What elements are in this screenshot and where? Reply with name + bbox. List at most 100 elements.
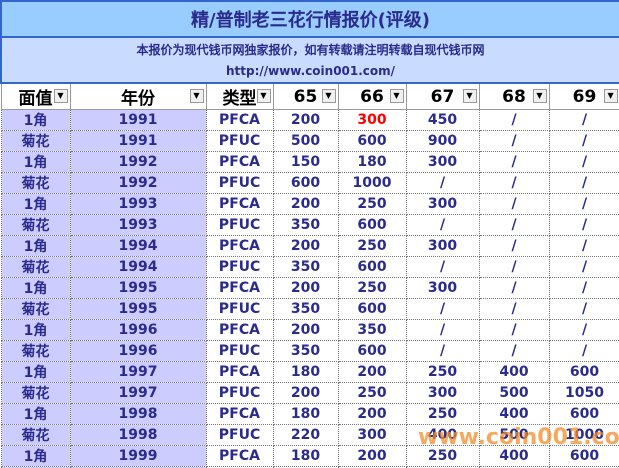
column-header: 65 ▼	[272, 82, 339, 110]
filter-button[interactable]: ▼	[321, 89, 336, 103]
filter-button[interactable]: ▼	[256, 89, 271, 103]
filter-button[interactable]: ▼	[462, 89, 477, 103]
cell: PFUC	[205, 172, 274, 194]
cell: 1角	[0, 445, 71, 467]
filter-button[interactable]: ▼	[53, 89, 68, 103]
cell: PFCA	[205, 193, 274, 215]
cell: 1997	[69, 382, 207, 404]
cell: 600	[337, 214, 407, 236]
cell: 300	[405, 382, 480, 404]
cell: /	[478, 340, 550, 362]
filter-button[interactable]: ▼	[603, 89, 618, 103]
cell: /	[548, 193, 619, 215]
cell: PFCA	[205, 403, 274, 425]
cell: /	[478, 298, 550, 320]
cell: /	[548, 256, 619, 278]
cell: PFUC	[205, 298, 274, 320]
cell: 1角	[0, 277, 71, 299]
column-header: 面值 ▼	[0, 82, 71, 110]
cell: 250	[405, 403, 480, 425]
cell: 600	[337, 298, 407, 320]
data-row: 菊花 1993 PFUC 350 600// /	[0, 214, 619, 236]
cell: /	[548, 235, 619, 257]
cell: 350	[337, 319, 407, 341]
cell: 300	[405, 235, 480, 257]
cell: 500	[272, 130, 339, 152]
cell: 1998	[69, 424, 207, 446]
cell: 1050	[548, 382, 619, 404]
cell: 1995	[69, 277, 207, 299]
cell: 菊花	[0, 172, 71, 194]
cell: 300	[405, 151, 480, 173]
cell: 菊花	[0, 382, 71, 404]
cell: 250	[337, 382, 407, 404]
filter-button[interactable]: ▼	[532, 89, 547, 103]
filter-button[interactable]: ▼	[389, 89, 404, 103]
cell: 200	[272, 382, 339, 404]
cell: /	[405, 319, 480, 341]
watermark: www.coin001.com	[418, 425, 619, 450]
cell: 1角	[0, 361, 71, 383]
cell: 1996	[69, 319, 207, 341]
cell: 菊花	[0, 214, 71, 236]
cell: 菊花	[0, 424, 71, 446]
data-row: 1角 1991 PFCA 200 300 450//	[0, 109, 619, 131]
cell: 350	[272, 298, 339, 320]
data-row: 1角 1999 PFCA 180 200 250 400 600	[0, 445, 619, 467]
cell: 250	[337, 235, 407, 257]
url: http://www.coin001.com/	[0, 60, 619, 84]
cell: 900	[405, 130, 480, 152]
cell: 1角	[0, 109, 71, 131]
cell: 300	[405, 193, 480, 215]
cell: /	[478, 256, 550, 278]
cell: PFCA	[205, 361, 274, 383]
data-row: 1角 1998 PFCA 180 200 250 400 600	[0, 403, 619, 425]
cell: /	[548, 277, 619, 299]
cell: 1993	[69, 193, 207, 215]
cell: 600	[337, 340, 407, 362]
cell: 600	[272, 172, 339, 194]
column-header: 类型 ▼	[205, 82, 274, 110]
data-row: 菊花 1997 PFUC 200 250 300 500 1050	[0, 382, 619, 404]
cell: 350	[272, 214, 339, 236]
cell: /	[405, 340, 480, 362]
cell: PFCA	[205, 277, 274, 299]
cell: 1991	[69, 109, 207, 131]
cell: /	[548, 319, 619, 341]
column-header: 66 ▼	[337, 82, 407, 110]
cell: 300	[405, 277, 480, 299]
cell: 1992	[69, 151, 207, 173]
cell: 300	[337, 109, 407, 131]
cell: 600	[548, 403, 619, 425]
cell: 200	[272, 193, 339, 215]
data-row: 菊花 1991 PFUC 500 600 900//	[0, 130, 619, 152]
cell: 1996	[69, 340, 207, 362]
cell: /	[405, 256, 480, 278]
cell: /	[478, 172, 550, 194]
data-row: 菊花1999PFUC2003003505001000	[0, 466, 619, 468]
cell: 200	[272, 319, 339, 341]
cell: 250	[337, 277, 407, 299]
cell: /	[548, 151, 619, 173]
cell: /	[548, 130, 619, 152]
cell: /	[478, 193, 550, 215]
cell: PFCA	[205, 235, 274, 257]
data-row: 菊花 1995 PFUC 350 600// /	[0, 298, 619, 320]
cell: 菊花	[0, 130, 71, 152]
cell: PFUC	[205, 130, 274, 152]
cell: 1角	[0, 151, 71, 173]
cell: PFUC	[205, 382, 274, 404]
cell: PFUC	[205, 256, 274, 278]
data-row: 菊花 1996 PFUC 350 600// /	[0, 340, 619, 362]
cell: 200	[272, 277, 339, 299]
cell: PFCA	[205, 109, 274, 131]
cell: 1000	[548, 466, 619, 468]
data-row: 菊花 1992 PFUC 600 1000// /	[0, 172, 619, 194]
data-row: 1角 1994 PFCA 200 250 300//	[0, 235, 619, 257]
cell: 200	[337, 403, 407, 425]
cell: 250	[405, 445, 480, 467]
cell: /	[548, 109, 619, 131]
filter-button[interactable]: ▼	[189, 89, 204, 103]
